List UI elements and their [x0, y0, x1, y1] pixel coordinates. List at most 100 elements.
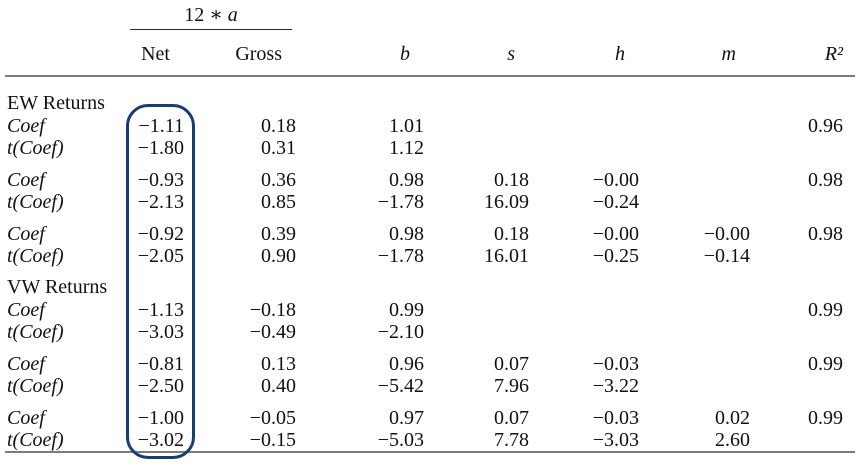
table-cell: −0.05	[249, 407, 296, 429]
group-header-coefficient: 12 ∗	[184, 4, 228, 26]
table-row: Coef −1.00 −0.05 0.97 0.07 −0.03 0.02 0.99	[0, 407, 861, 429]
table-row: Coef −0.92 0.39 0.98 0.18 −0.00 −0.00 0.98	[0, 223, 861, 245]
section-header: VW Returns	[0, 273, 861, 299]
table-cell: 7.96	[494, 375, 529, 397]
table-cell: 16.01	[484, 245, 529, 267]
table-cell: −3.03	[592, 429, 639, 451]
table-cell: 0.18	[494, 223, 529, 245]
table-cell: 0.40	[261, 375, 296, 397]
row-label: Coef	[7, 223, 45, 245]
row-gap	[0, 213, 861, 223]
table-cell: 0.31	[261, 137, 296, 159]
table-body: EW Returns Coef −1.11 0.18 1.01 0.96 t(Coef) −1…	[0, 77, 861, 451]
table-cell: 0.99	[808, 299, 843, 321]
header-m: m	[721, 43, 736, 65]
table-cell: −5.03	[377, 429, 424, 451]
row-gap	[0, 397, 861, 407]
table-cell: 0.18	[261, 115, 296, 137]
table-cell: −2.13	[137, 191, 184, 213]
table-cell: 0.18	[494, 169, 529, 191]
table-cell: 0.99	[389, 299, 424, 321]
table-row: t(Coef) −2.13 0.85 −1.78 16.09 −0.24	[0, 191, 861, 213]
table-cell: 0.07	[494, 407, 529, 429]
table-cell: −3.22	[592, 375, 639, 397]
table-cell: −0.24	[592, 191, 639, 213]
row-label: t(Coef)	[7, 245, 64, 267]
table-cell: −3.02	[137, 429, 184, 451]
row-gap	[0, 343, 861, 353]
table-cell: 0.07	[494, 353, 529, 375]
table-cell: −2.50	[137, 375, 184, 397]
table-cell: 16.09	[484, 191, 529, 213]
row-label: t(Coef)	[7, 137, 64, 159]
section-header: EW Returns	[0, 89, 861, 115]
row-label: t(Coef)	[7, 375, 64, 397]
section-label: EW Returns	[7, 92, 105, 114]
header-h: h	[615, 43, 625, 65]
table-cell: 0.02	[715, 407, 750, 429]
table-cell: −0.03	[592, 407, 639, 429]
table-row: Coef −0.81 0.13 0.96 0.07 −0.03 0.99	[0, 353, 861, 375]
table-cell: −0.00	[592, 169, 639, 191]
table-row: t(Coef) −3.02 −0.15 −5.03 7.78 −3.03 2.60	[0, 429, 861, 451]
bottom-rule	[5, 451, 855, 453]
row-label: t(Coef)	[7, 191, 64, 213]
table-cell: −0.00	[703, 223, 750, 245]
row-label: Coef	[7, 353, 45, 375]
header-gross: Gross	[235, 43, 282, 65]
table-cell: −0.25	[592, 245, 639, 267]
table-cell: −0.18	[249, 299, 296, 321]
table-cell: −2.10	[377, 321, 424, 343]
header-b: b	[400, 43, 410, 65]
section-label: VW Returns	[7, 276, 108, 298]
table-cell: 1.12	[389, 137, 424, 159]
table-cell: −1.80	[137, 137, 184, 159]
table-cell: −0.92	[137, 223, 184, 245]
table-cell: −0.93	[137, 169, 184, 191]
table-cell: −3.03	[137, 321, 184, 343]
table-cell: 0.96	[808, 115, 843, 137]
top-rule	[5, 75, 855, 77]
table-cell: 0.39	[261, 223, 296, 245]
table-row: t(Coef) −2.05 0.90 −1.78 16.01 −0.25 −0.14	[0, 245, 861, 267]
row-label: Coef	[7, 115, 45, 137]
header-net: Net	[141, 43, 170, 65]
table-cell: −0.49	[249, 321, 296, 343]
table-cell: 2.60	[715, 429, 750, 451]
row-label: Coef	[7, 299, 45, 321]
table-cell: 7.78	[494, 429, 529, 451]
table-cell: 0.99	[808, 407, 843, 429]
row-label: t(Coef)	[7, 321, 64, 343]
table-cell: −1.11	[138, 115, 184, 137]
table-cell: 0.96	[389, 353, 424, 375]
column-group-header-row: 12 ∗ a	[0, 0, 861, 34]
table-cell: 0.99	[808, 353, 843, 375]
table-cell: −1.78	[377, 245, 424, 267]
table-cell: 0.36	[261, 169, 296, 191]
table-cell: −5.42	[377, 375, 424, 397]
table-header-row: Net Gross b s h m R²	[0, 34, 861, 75]
table-row: Coef −1.13 −0.18 0.99 0.99	[0, 299, 861, 321]
table-cell: −0.03	[592, 353, 639, 375]
table-cell: −0.14	[703, 245, 750, 267]
table-row: t(Coef) −1.80 0.31 1.12	[0, 137, 861, 159]
table-cell: −1.13	[137, 299, 184, 321]
table-cell: 1.01	[389, 115, 424, 137]
table-cell: 0.98	[389, 169, 424, 191]
table-cell: 0.98	[389, 223, 424, 245]
table-cell: −0.81	[137, 353, 184, 375]
table-cell: −0.15	[249, 429, 296, 451]
table-row: t(Coef) −2.50 0.40 −5.42 7.96 −3.22	[0, 375, 861, 397]
row-label: Coef	[7, 407, 45, 429]
header-s: s	[507, 43, 515, 65]
table-cell: 0.98	[808, 169, 843, 191]
table-cell: 0.98	[808, 223, 843, 245]
table-row: t(Coef) −3.03 −0.49 −2.10	[0, 321, 861, 343]
table-cell: −1.00	[137, 407, 184, 429]
table-cell: 0.85	[261, 191, 296, 213]
table-cell: −1.78	[377, 191, 424, 213]
table-row: Coef −0.93 0.36 0.98 0.18 −0.00 0.98	[0, 169, 861, 191]
row-gap	[0, 159, 861, 169]
group-header-variable: a	[227, 4, 238, 26]
